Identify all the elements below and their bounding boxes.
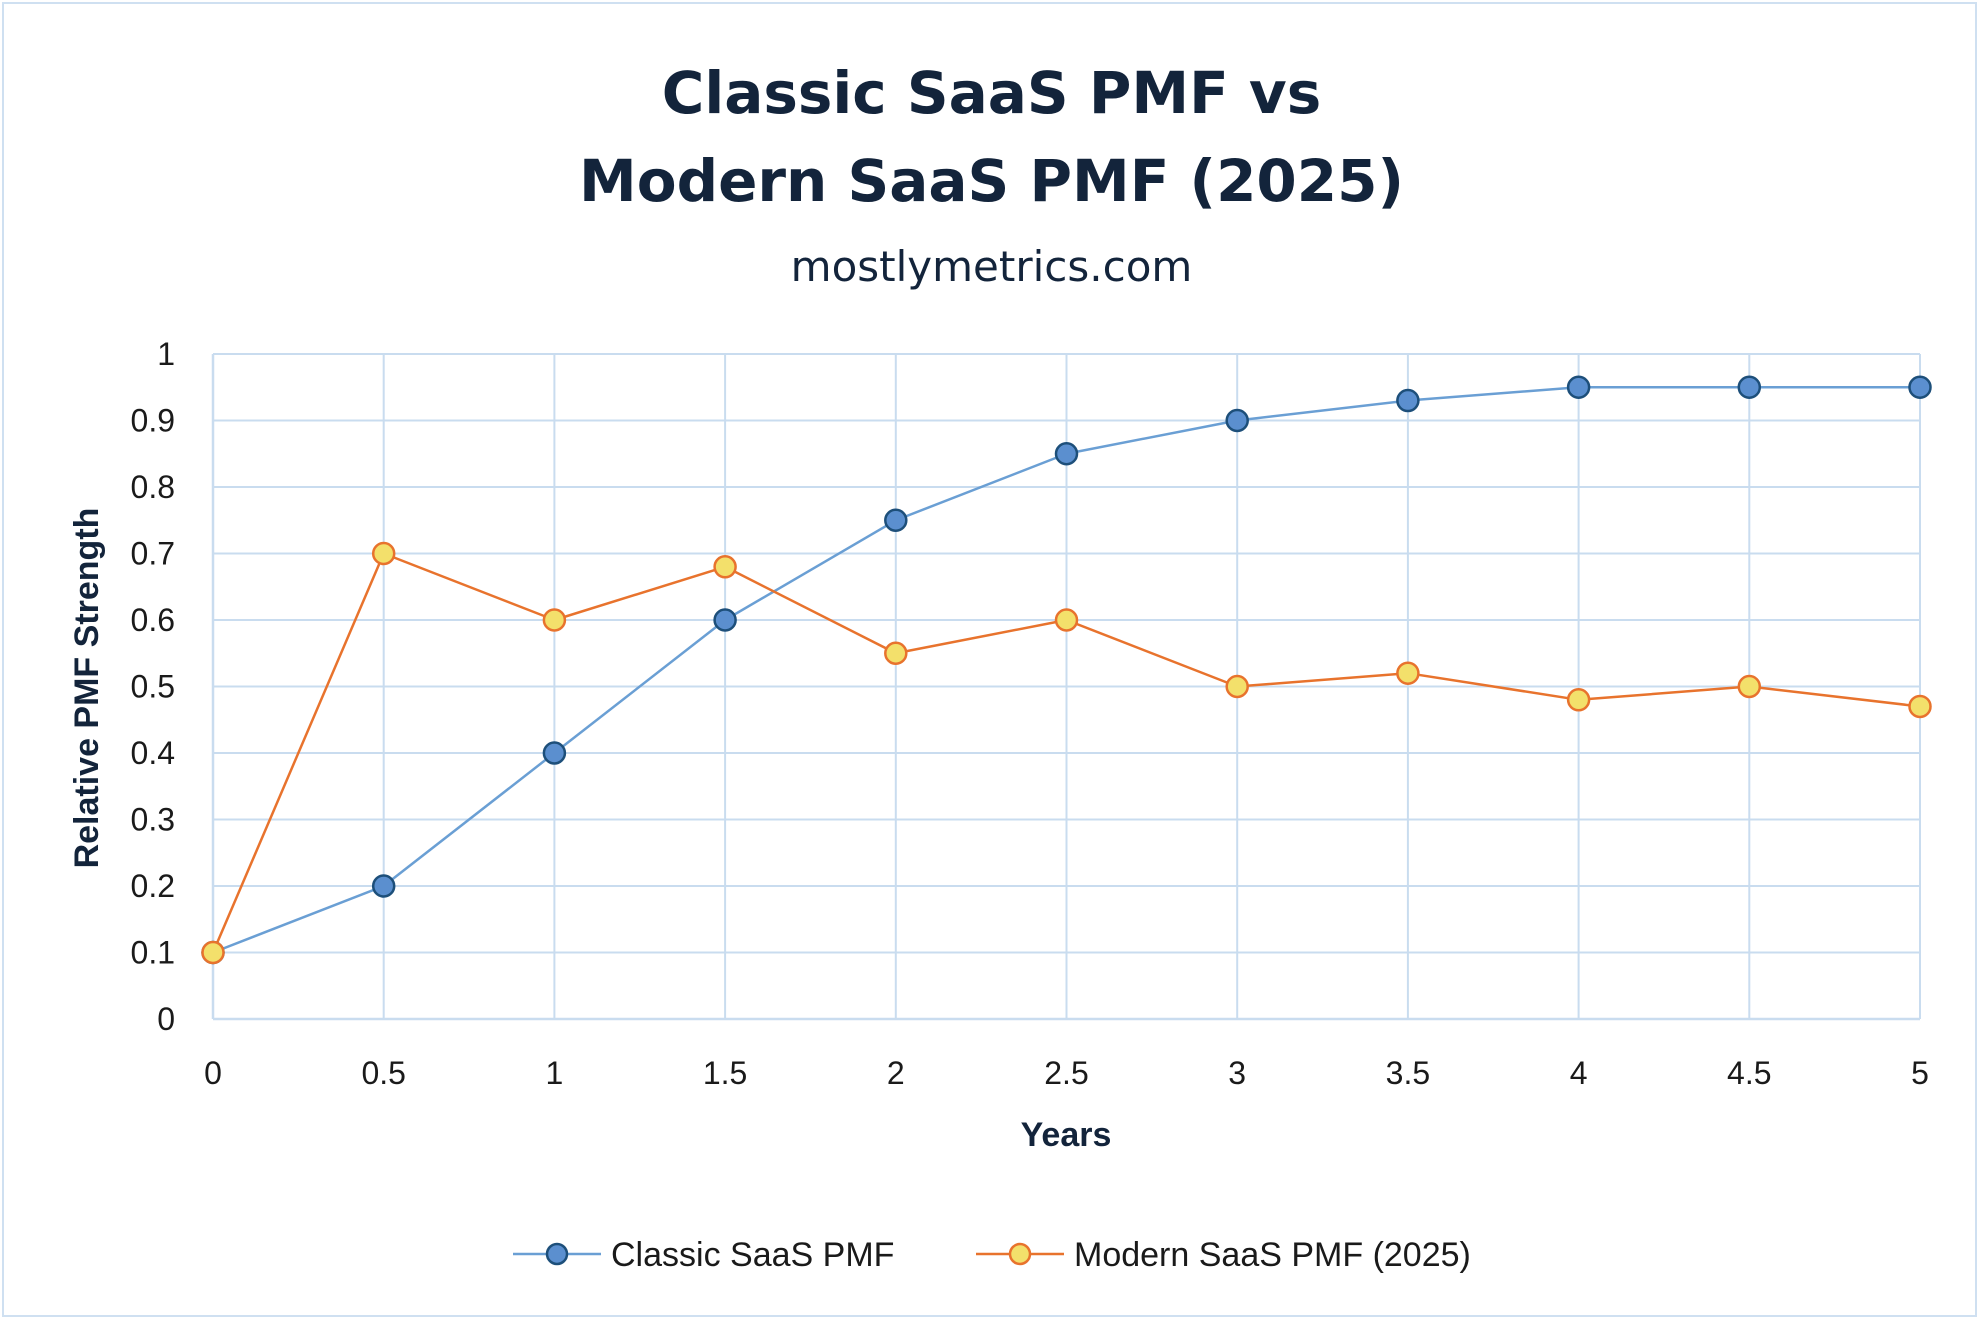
data-point-classic bbox=[884, 508, 908, 532]
y-tick-label: 0.5 bbox=[131, 669, 175, 705]
y-tick-label: 0.7 bbox=[131, 536, 175, 572]
legend: Classic SaaS PMF Modern SaaS PMF (2025) bbox=[513, 1236, 1471, 1274]
y-tick-label: 0.4 bbox=[131, 735, 175, 771]
legend-label-classic: Classic SaaS PMF bbox=[611, 1236, 894, 1274]
x-tick-label: 1 bbox=[546, 1055, 564, 1091]
data-point-modern bbox=[201, 940, 225, 965]
data-point-classic bbox=[1566, 375, 1591, 399]
x-tick-label: 3 bbox=[1228, 1055, 1246, 1091]
y-tick-label: 0.8 bbox=[131, 469, 175, 505]
x-tick-label: 2.5 bbox=[1044, 1055, 1088, 1091]
chart-title-line-2: Modern SaaS PMF (2025) bbox=[579, 147, 1404, 215]
y-tick-label: 0 bbox=[157, 1001, 175, 1037]
legend-marker-modern bbox=[1008, 1242, 1032, 1266]
x-tick-label: 2 bbox=[887, 1055, 905, 1091]
data-point-classic bbox=[1737, 375, 1762, 399]
y-tick-label: 1 bbox=[157, 336, 175, 372]
y-tick-label: 0.2 bbox=[131, 868, 175, 904]
data-point-classic bbox=[1054, 442, 1079, 466]
axes bbox=[211, 354, 1920, 1021]
y-axis-title: Relative PMF Strength bbox=[68, 508, 106, 869]
data-point-modern bbox=[1054, 608, 1079, 632]
legend-label-modern: Modern SaaS PMF (2025) bbox=[1074, 1236, 1471, 1274]
data-point-classic bbox=[1396, 388, 1420, 413]
x-axis-title: Years bbox=[1021, 1116, 1112, 1154]
x-tick-label: 5 bbox=[1911, 1055, 1929, 1091]
y-tick-label: 0.6 bbox=[131, 602, 175, 638]
y-tick-label: 0.1 bbox=[131, 935, 175, 971]
data-point-classic bbox=[371, 874, 396, 898]
data-point-modern bbox=[542, 608, 567, 632]
data-point-classic bbox=[542, 741, 567, 765]
data-point-modern bbox=[1396, 661, 1420, 685]
x-tick-label: 3.5 bbox=[1386, 1055, 1430, 1091]
y-tick-label: 0.3 bbox=[131, 802, 175, 838]
data-point-modern bbox=[1566, 688, 1591, 712]
x-tick-label: 1.5 bbox=[703, 1055, 747, 1091]
data-point-modern bbox=[713, 555, 737, 579]
tick-labels: 0 0.1 0.2 0.3 0.4 0.5 0.6 0.7 0.8 0.9 1 0 0.5 1 1.5 2 2.… bbox=[131, 336, 1929, 1091]
series-group bbox=[201, 375, 1932, 965]
data-point-modern bbox=[1225, 674, 1249, 699]
data-point-modern bbox=[1737, 674, 1762, 699]
data-point-classic bbox=[713, 608, 737, 632]
x-tick-label: 0.5 bbox=[361, 1055, 405, 1091]
y-tick-label: 0.9 bbox=[131, 403, 175, 439]
chart-title-line-1: Classic SaaS PMF vs bbox=[661, 59, 1322, 127]
data-point-modern bbox=[884, 641, 908, 665]
x-tick-label: 0 bbox=[204, 1055, 222, 1091]
data-point-modern bbox=[1908, 694, 1932, 719]
x-tick-label: 4 bbox=[1570, 1055, 1588, 1091]
x-tick-label: 4.5 bbox=[1727, 1055, 1771, 1091]
legend-marker-classic bbox=[545, 1242, 569, 1266]
data-point-classic bbox=[1908, 375, 1932, 399]
data-point-modern bbox=[371, 541, 396, 566]
data-point-classic bbox=[1225, 408, 1249, 433]
chart-subtitle: mostlymetrics.com bbox=[790, 242, 1193, 291]
